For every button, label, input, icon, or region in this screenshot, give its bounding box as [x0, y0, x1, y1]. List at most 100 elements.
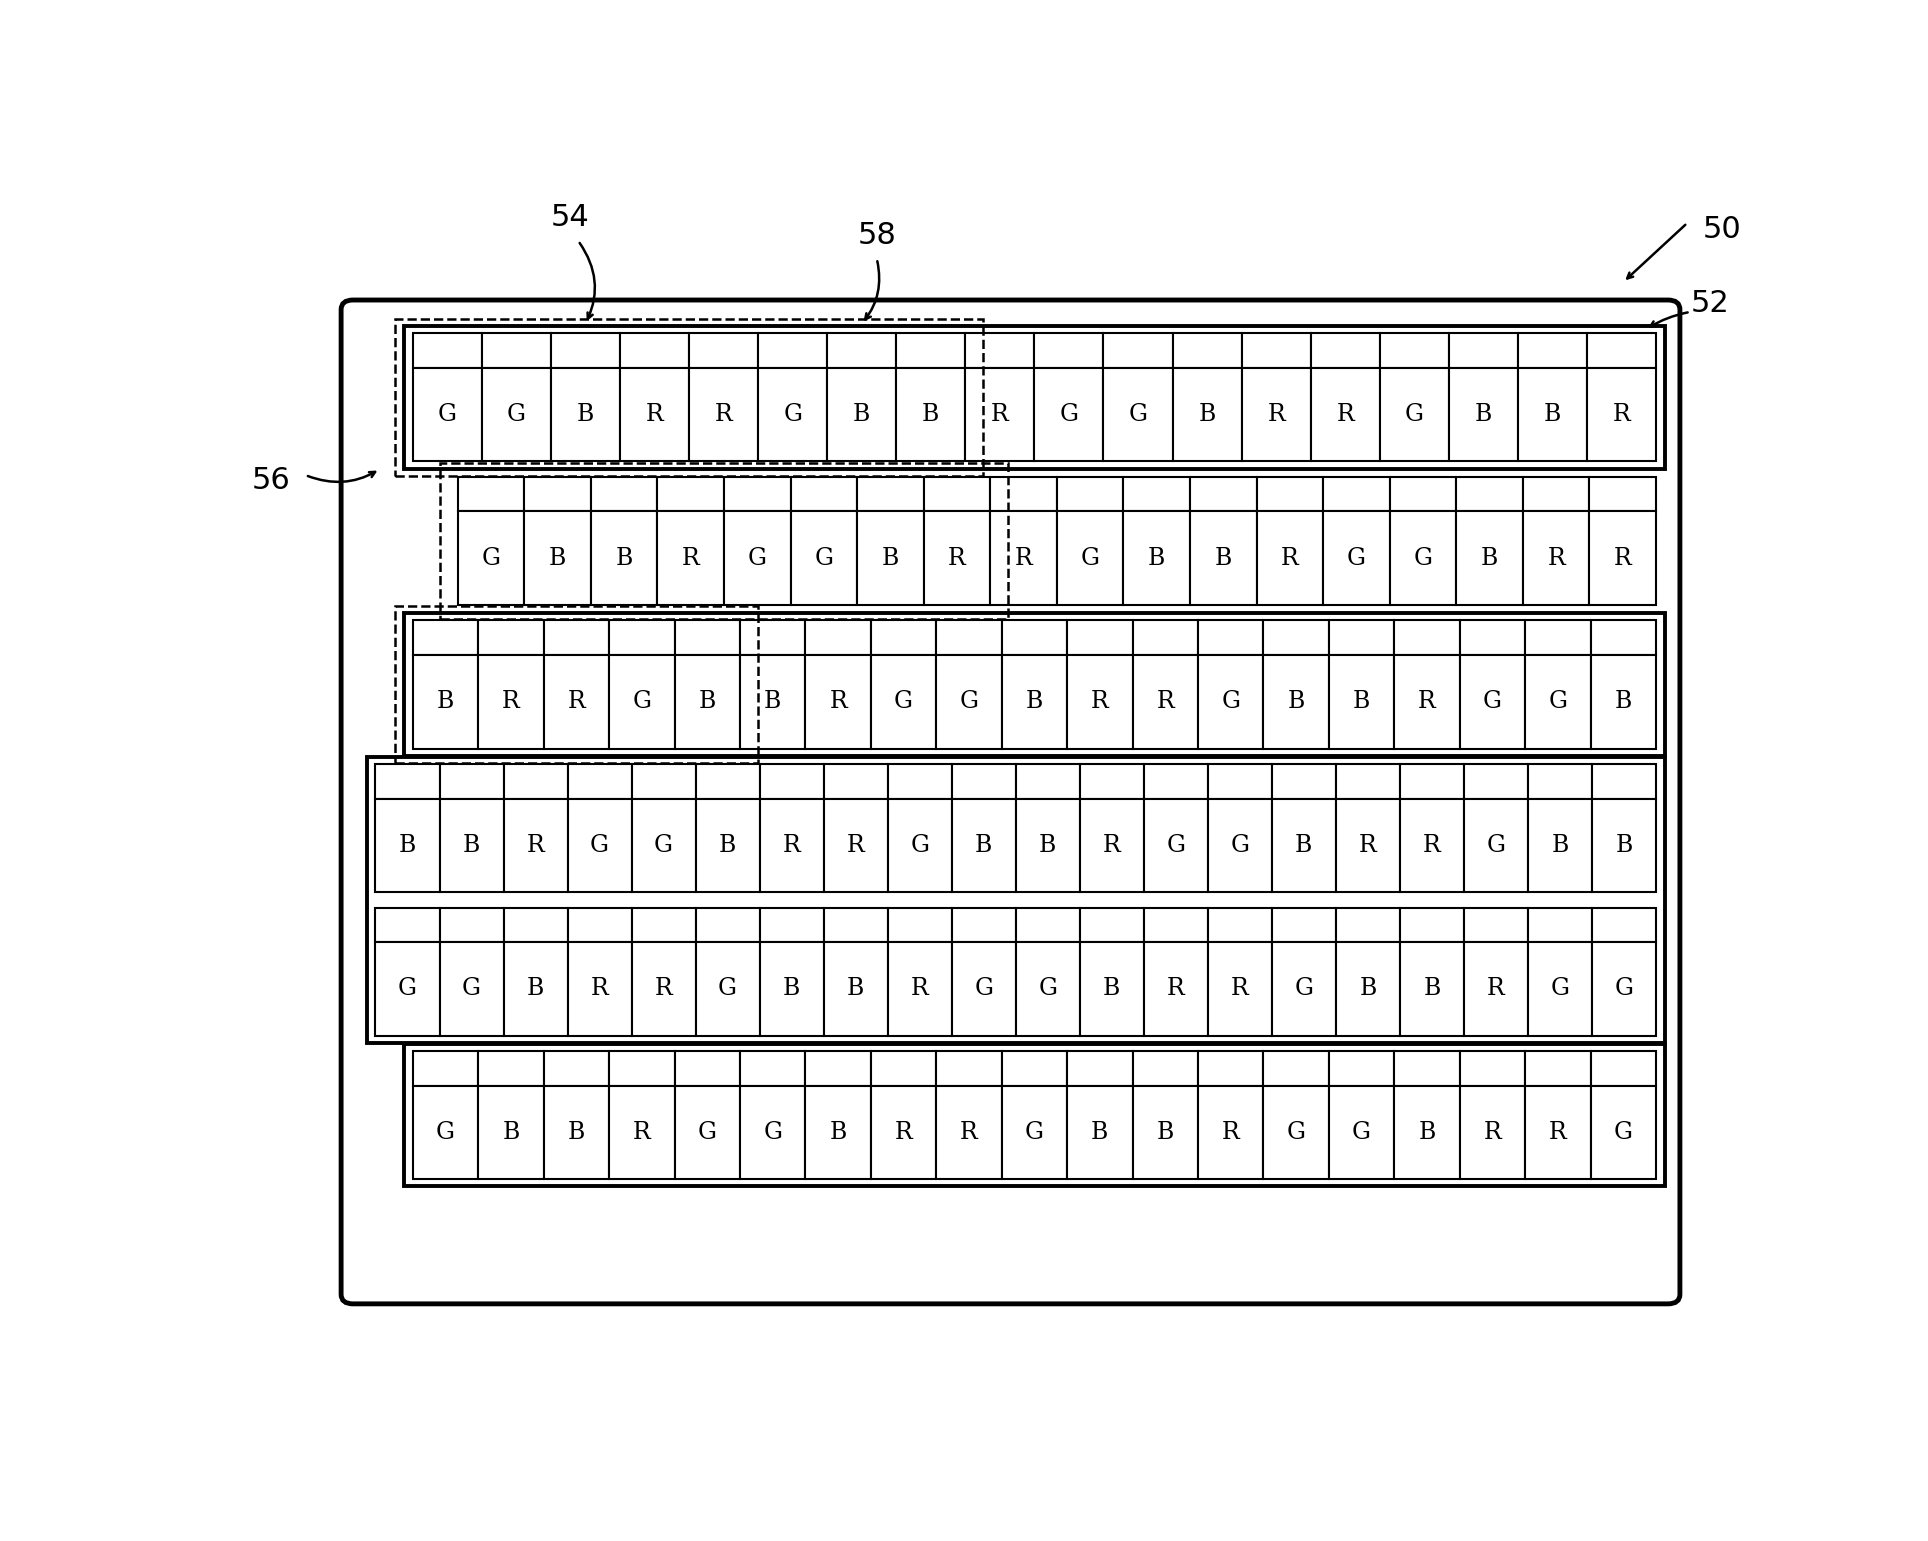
- Text: G: G: [1080, 547, 1099, 570]
- Bar: [632, 908, 696, 942]
- Bar: [1016, 764, 1080, 798]
- Bar: [790, 476, 858, 512]
- Bar: [621, 333, 688, 368]
- Bar: [544, 621, 609, 655]
- Bar: [740, 1051, 806, 1086]
- Bar: [1263, 621, 1328, 655]
- Text: R: R: [646, 404, 663, 427]
- Bar: [790, 512, 858, 606]
- Bar: [609, 1086, 675, 1179]
- Bar: [760, 764, 823, 798]
- Bar: [688, 368, 758, 461]
- Text: B: B: [1157, 1120, 1174, 1143]
- Bar: [567, 798, 632, 892]
- Text: G: G: [910, 834, 929, 857]
- Text: G: G: [438, 404, 457, 427]
- Text: G: G: [698, 1120, 717, 1143]
- Bar: [1587, 333, 1656, 368]
- Bar: [1197, 655, 1263, 749]
- Bar: [482, 333, 551, 368]
- Text: G: G: [895, 690, 914, 713]
- Bar: [806, 621, 871, 655]
- Bar: [723, 512, 790, 606]
- Bar: [1124, 512, 1190, 606]
- Bar: [952, 764, 1016, 798]
- Bar: [478, 1086, 544, 1179]
- Text: G: G: [1406, 404, 1423, 427]
- Text: R: R: [590, 977, 609, 1000]
- Bar: [740, 655, 806, 749]
- Bar: [823, 908, 887, 942]
- Bar: [1080, 942, 1143, 1036]
- Text: G: G: [1352, 1120, 1371, 1143]
- Bar: [1242, 333, 1311, 368]
- Bar: [1400, 798, 1463, 892]
- Text: R: R: [1419, 690, 1436, 713]
- Text: R: R: [949, 547, 966, 570]
- Text: G: G: [1483, 690, 1502, 713]
- Bar: [887, 942, 952, 1036]
- Text: R: R: [1280, 547, 1299, 570]
- Bar: [632, 764, 696, 798]
- Bar: [1523, 476, 1589, 512]
- Bar: [827, 368, 897, 461]
- Text: B: B: [1026, 690, 1043, 713]
- Bar: [1328, 1086, 1394, 1179]
- Text: R: R: [1103, 834, 1120, 857]
- Text: B: B: [526, 977, 544, 1000]
- Text: G: G: [1060, 404, 1078, 427]
- Bar: [457, 512, 524, 606]
- Bar: [1003, 1051, 1066, 1086]
- Bar: [1272, 942, 1336, 1036]
- Bar: [1132, 1086, 1197, 1179]
- Bar: [1132, 655, 1197, 749]
- Bar: [1066, 621, 1132, 655]
- Bar: [403, 1043, 1666, 1187]
- Text: R: R: [1483, 1120, 1502, 1143]
- Bar: [482, 368, 551, 461]
- Bar: [395, 606, 758, 763]
- Bar: [758, 368, 827, 461]
- Bar: [675, 1086, 740, 1179]
- Bar: [551, 368, 621, 461]
- Bar: [696, 798, 760, 892]
- Bar: [1080, 798, 1143, 892]
- Bar: [1016, 908, 1080, 942]
- Text: R: R: [501, 690, 521, 713]
- Text: G: G: [748, 547, 767, 570]
- Text: R: R: [960, 1120, 977, 1143]
- Bar: [632, 798, 696, 892]
- Bar: [1197, 1086, 1263, 1179]
- Bar: [457, 476, 524, 512]
- Bar: [696, 764, 760, 798]
- Bar: [1589, 476, 1656, 512]
- Text: G: G: [507, 404, 526, 427]
- Bar: [1459, 1051, 1525, 1086]
- Bar: [413, 1086, 478, 1179]
- Bar: [413, 655, 478, 749]
- Bar: [1525, 621, 1591, 655]
- Bar: [696, 908, 760, 942]
- Bar: [567, 764, 632, 798]
- Bar: [1080, 764, 1143, 798]
- Bar: [1016, 798, 1080, 892]
- Bar: [503, 942, 567, 1036]
- Bar: [544, 655, 609, 749]
- Bar: [1103, 333, 1172, 368]
- Bar: [478, 1051, 544, 1086]
- Text: G: G: [1128, 404, 1147, 427]
- Bar: [657, 476, 723, 512]
- Bar: [1525, 1086, 1591, 1179]
- Bar: [1591, 621, 1656, 655]
- Bar: [1529, 764, 1593, 798]
- Bar: [524, 512, 590, 606]
- Bar: [991, 476, 1057, 512]
- Text: B: B: [698, 690, 715, 713]
- Text: B: B: [1147, 547, 1165, 570]
- Text: R: R: [1222, 1120, 1240, 1143]
- Bar: [1207, 908, 1272, 942]
- Bar: [1143, 942, 1207, 1036]
- Bar: [1459, 655, 1525, 749]
- Bar: [723, 476, 790, 512]
- Bar: [1463, 908, 1529, 942]
